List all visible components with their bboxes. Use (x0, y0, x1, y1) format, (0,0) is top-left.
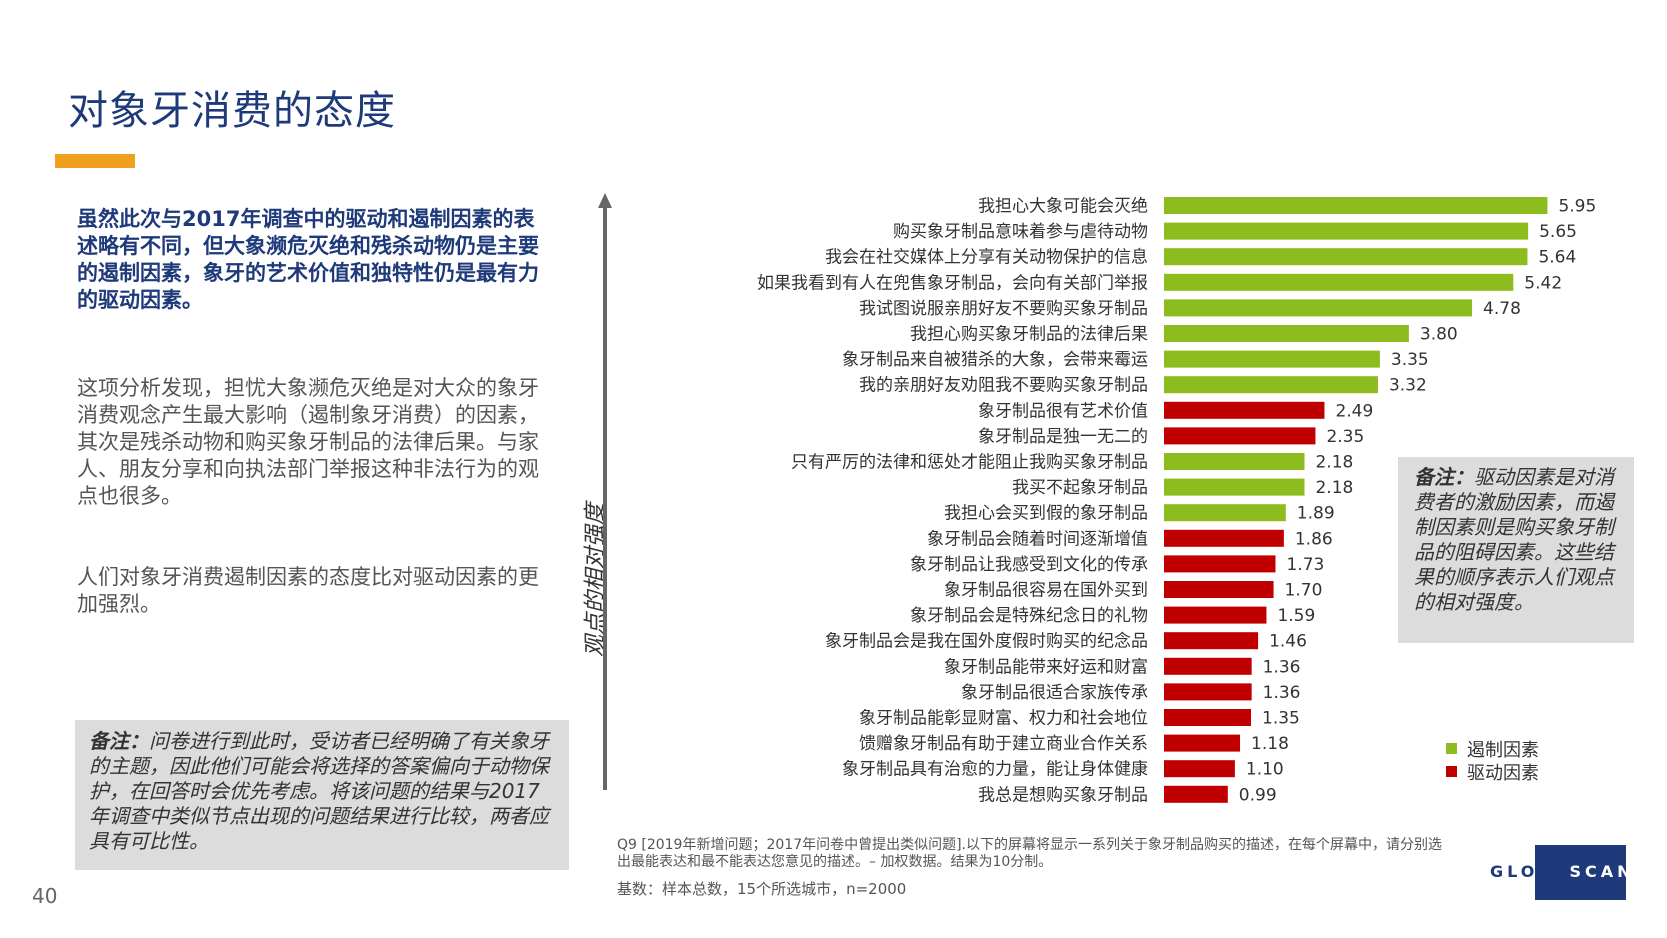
category-label: 象牙制品能彰显财富、权力和社会地位 (859, 709, 1148, 729)
category-label: 我会在社交媒体上分享有关动物保护的信息 (825, 248, 1148, 268)
value-label: 1.86 (1295, 529, 1333, 549)
legend-label-driver: 驱动因素 (1467, 762, 1539, 784)
value-label: 2.18 (1315, 478, 1353, 498)
category-label: 如果我看到有人在兜售象牙制品，会向有关部门举报 (757, 273, 1148, 293)
note-box-left: 备注：问卷进行到此时，受访者已经明确了有关象牙的主题，因此他们可能会将选择的答案… (75, 720, 569, 870)
note-box-right: 备注：驱动因素是对消费者的激励因素，而遏制因素则是购买象牙制品的阻碍因素。这些结… (1398, 457, 1634, 643)
bar (1164, 581, 1274, 598)
category-label: 象牙制品具有治愈的力量，能让身体健康 (842, 760, 1148, 780)
category-label: 馈赠象牙制品有助于建立商业合作关系 (859, 734, 1148, 754)
intro-summary: 虽然此次与2017年调查中的驱动和遏制因素的表述略有不同，但大象濒危灭绝和残杀动… (77, 207, 539, 312)
title-accent-bar (55, 154, 135, 168)
value-label: 5.65 (1539, 222, 1577, 242)
value-label: 2.18 (1315, 453, 1353, 473)
value-label: 1.10 (1246, 760, 1284, 780)
bar (1164, 606, 1267, 624)
bar (1164, 504, 1286, 522)
logo-box (1535, 845, 1626, 900)
value-label: 1.73 (1286, 555, 1324, 575)
value-label: 1.36 (1263, 657, 1301, 677)
bar (1164, 453, 1305, 470)
category-label: 象牙制品会是特殊纪念日的礼物 (910, 605, 1148, 626)
value-label: 3.32 (1389, 376, 1427, 396)
value-label: 1.18 (1251, 734, 1289, 754)
bar (1164, 197, 1548, 214)
sample-base: 基数：样本总数，15个所选城市，n=2000 (617, 880, 907, 898)
note-left-text: 问卷进行到此时，受访者已经明确了有关象牙的主题，因此他们可能会将选择的答案偏向于… (89, 729, 549, 853)
note-right-label: 备注： (1414, 465, 1474, 489)
bar (1164, 325, 1409, 342)
value-label: 4.78 (1483, 299, 1521, 319)
bar (1164, 632, 1259, 650)
category-label: 象牙制品很适合家族传承 (961, 683, 1148, 703)
category-label: 象牙制品会随着时间逐渐增值 (927, 529, 1148, 549)
legend-item-driver: 驱动因素 (1446, 760, 1539, 784)
chart-legend: 遏制因素 驱动因素 (1446, 737, 1539, 784)
category-label: 我担心会买到假的象牙制品 (944, 504, 1148, 524)
legend-swatch-driver (1446, 766, 1457, 777)
value-label: 1.59 (1277, 606, 1315, 626)
bar (1164, 478, 1305, 496)
bar (1164, 222, 1529, 240)
category-label: 象牙制品来自被猎杀的大象，会带来霉运 (842, 350, 1148, 370)
bar (1164, 350, 1380, 368)
bars: 我担心大象可能会灭绝 5.95 购买象牙制品意味着参与虐待动物 5.65 我会在社交媒体… (757, 197, 1596, 806)
legend-swatch-deterrent (1446, 743, 1457, 754)
bar (1164, 273, 1514, 291)
category-label: 象牙制品会是我在国外度假时购买的纪念品 (825, 631, 1148, 652)
category-label: 购买象牙制品意味着参与虐待动物 (893, 222, 1148, 242)
note-right-text: 驱动因素是对消费者的激励因素，而遏制因素则是购买象牙制品的阻碍因素。这些结果的顺… (1414, 465, 1614, 614)
value-label: 1.70 (1285, 581, 1323, 601)
category-label: 我试图说服亲朋好友不要购买象牙制品 (859, 299, 1148, 319)
globescan-logo: GLOBESCAN (1490, 862, 1635, 881)
category-label: 我买不起象牙制品 (1012, 478, 1148, 498)
bar (1164, 657, 1252, 675)
category-label: 我的亲朋好友劝阻我不要购买象牙制品 (859, 376, 1148, 396)
category-label: 象牙制品让我感受到文化的传承 (910, 555, 1148, 575)
category-label: 象牙制品能带来好运和财富 (944, 657, 1148, 677)
bar (1164, 529, 1284, 547)
category-label: 象牙制品是独一无二的 (978, 427, 1148, 447)
bar (1164, 760, 1235, 778)
conclusion-paragraph: 人们对象牙消费遏制因素的态度比对驱动因素的更加强烈。 (77, 565, 539, 616)
bar (1164, 785, 1228, 803)
value-label: 2.35 (1326, 427, 1364, 447)
category-label: 我总是想购买象牙制品 (978, 785, 1148, 805)
bar (1164, 248, 1528, 266)
value-label: 1.89 (1297, 504, 1335, 524)
bar (1164, 376, 1378, 394)
category-label: 我担心大象可能会灭绝 (978, 197, 1148, 217)
value-label: 3.80 (1420, 325, 1458, 345)
category-label: 象牙制品很有艺术价值 (978, 401, 1148, 421)
value-label: 1.46 (1269, 632, 1307, 652)
bar (1164, 555, 1276, 573)
vertical-axis (598, 193, 612, 790)
value-label: 3.35 (1391, 350, 1429, 370)
value-label: 5.64 (1538, 248, 1576, 268)
value-label: 1.36 (1263, 683, 1301, 703)
note-left-label: 备注： (89, 729, 149, 753)
bar (1164, 683, 1252, 701)
page-number: 40 (32, 884, 58, 908)
value-label: 2.49 (1335, 401, 1373, 421)
value-label: 5.42 (1524, 273, 1562, 293)
category-label: 我担心购买象牙制品的法律后果 (910, 325, 1148, 345)
bar (1164, 299, 1473, 317)
value-label: 5.95 (1558, 197, 1596, 217)
bar (1164, 734, 1241, 752)
legend-item-deterrent: 遏制因素 (1446, 737, 1539, 761)
value-label: 0.99 (1239, 785, 1277, 805)
page-title: 对象牙消费的态度 (68, 88, 396, 134)
category-label: 只有严厉的法律和惩处才能阻止我购买象牙制品 (791, 453, 1148, 473)
bar (1164, 427, 1316, 445)
bar (1164, 401, 1325, 419)
analysis-paragraph: 这项分析发现，担忧大象濒危灭绝是对大众的象牙消费观念产生最大影响（遏制象牙消费）… (77, 376, 539, 508)
category-label: 象牙制品很容易在国外买到 (944, 581, 1148, 601)
legend-label-deterrent: 遏制因素 (1467, 739, 1539, 761)
axis-arrow-head (598, 193, 612, 208)
value-label: 1.35 (1262, 709, 1300, 729)
question-footnote: Q9 [2019年新增问题；2017年问卷中曾提出类似问题].以下的屏幕将显示一… (617, 837, 1443, 870)
bar (1164, 709, 1251, 726)
